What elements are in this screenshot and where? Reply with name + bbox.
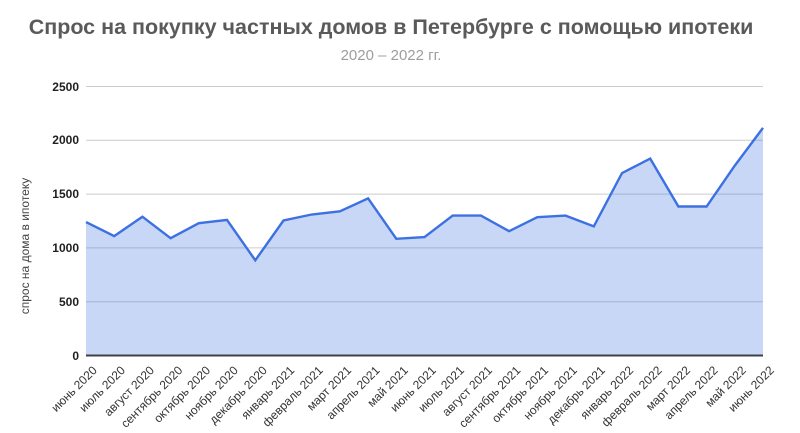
y-tick-label: 1500: [52, 187, 79, 202]
y-axis-title: спрос на дома в ипотеку: [18, 177, 32, 315]
y-tick-label: 1000: [52, 240, 79, 255]
series-line: [85, 127, 764, 263]
y-tick-label: 2000: [52, 133, 79, 148]
y-tick-label: 2500: [52, 79, 79, 94]
chart-subtitle: 2020 – 2022 гг.: [340, 47, 442, 64]
chart-title: Спрос на покупку частных домов в Петербу…: [28, 15, 754, 39]
series-area: [86, 127, 763, 356]
y-tick-label: 0: [72, 348, 79, 363]
y-tick-label: 500: [58, 294, 79, 309]
